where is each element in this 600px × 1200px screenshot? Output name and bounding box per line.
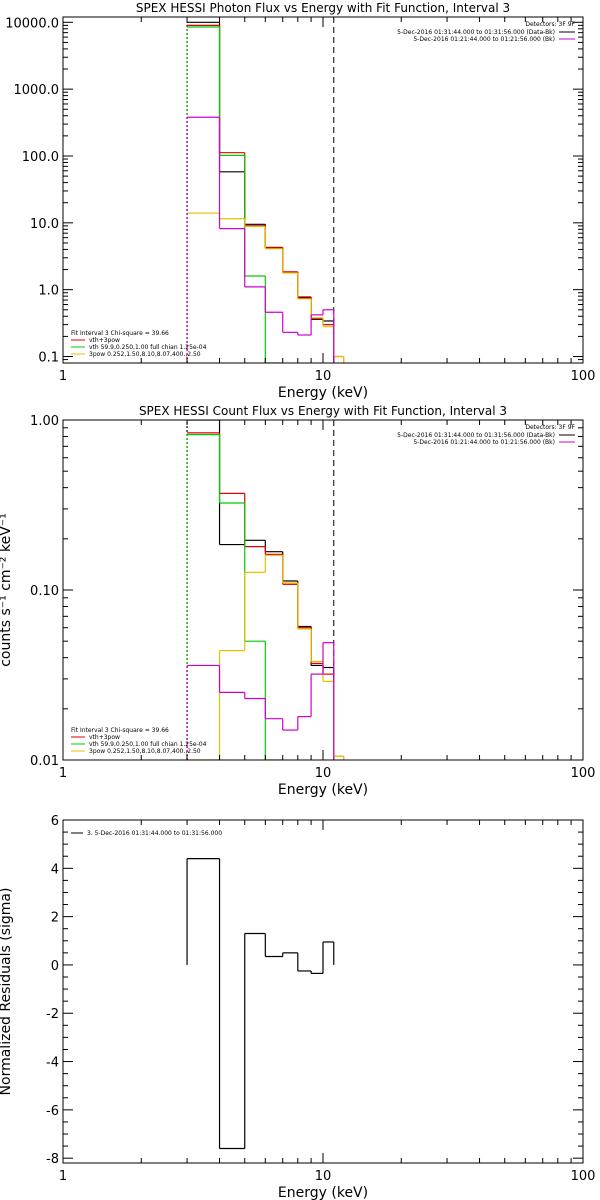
y-axis-label: Normalized Residuals (sigma) [0, 888, 14, 1096]
chart-title: SPEX HESSI Count Flux vs Energy with Fit… [139, 404, 507, 418]
series-5 [186, 642, 335, 760]
y-tick-label: 0.10 [30, 584, 59, 599]
y-axis-label: counts s⁻¹ cm⁻² keV⁻¹ [0, 513, 14, 667]
series-group [186, 21, 345, 363]
y-tick-label: -2 [46, 1007, 59, 1022]
x-tick-label: 100 [571, 1169, 596, 1184]
x-tick-label: 1 [59, 766, 67, 781]
y-tick-label: 4 [51, 862, 59, 877]
x-tick-label: 10 [315, 369, 332, 384]
x-tick-label: 1 [59, 369, 67, 384]
x-axis-label: Energy (keV) [278, 385, 368, 401]
y-tick-label: 0.1 [38, 351, 59, 366]
fit-legend-text: 3pow 0.252,1.50,8.10,8.07,400.,2.50 [89, 748, 201, 755]
series-group [186, 858, 335, 1150]
fit-legend-text: vth+3pow [89, 734, 120, 741]
fit-legend-text: vth+3pow [89, 337, 120, 344]
chart-panel-residuals: 1 10 100 -8 -6 -4 -2 0 2 4 6 Energy (keV) Normalized… [0, 814, 595, 1200]
fit-legend-text: vth 59.9,0.250,1.00 full chian 1.25e-04 [89, 344, 207, 351]
series-5 [186, 116, 335, 363]
residual-legend-text: 3. 5-Dec-2016 01:31:44.000 to 01:31:56.0… [87, 830, 222, 837]
y-tick-label: -4 [46, 1056, 59, 1071]
y-tick-label: 1000.0 [14, 83, 60, 98]
series-1 [186, 21, 335, 363]
y-tick-label: -8 [46, 1152, 59, 1167]
y-tick-label: 2 [51, 911, 59, 926]
detectors-label: Detectors: 3F 9F [525, 21, 575, 28]
time-legend-text: 5-Dec-2016 01:21:44.000 to 01:21:56.000 … [413, 439, 555, 446]
y-tick-label: 10000.0 [5, 16, 59, 31]
x-tick-label: 10 [315, 766, 332, 781]
x-tick-label: 1 [59, 1169, 67, 1184]
plot-frame [62, 419, 584, 761]
y-tick-label: 100.0 [22, 150, 59, 165]
y-tick-label: 1.0 [38, 284, 59, 299]
detectors-label: Detectors: 3F 9F [525, 424, 575, 431]
x-tick-label: 100 [571, 766, 596, 781]
plot-frame [62, 819, 584, 1164]
time-legend-text: 5-Dec-2016 01:31:44.000 to 01:31:56.000 … [397, 29, 555, 36]
fit-legend-title: Fit Interval 3 Chi-square = 39.66 [71, 727, 169, 734]
chart-panel-count: 1 10 100 0.01 0.10 1.00 SPEX HESSI Count Flux … [0, 404, 595, 798]
chart-panel-photon: 1 10 100 0.1 1.0 10.0 100.0 1000.0 10000.0 SPEX H… [5, 1, 595, 401]
y-tick-label: 10.0 [30, 217, 59, 232]
y-tick-label: 6 [51, 814, 59, 829]
y-tick-label: -6 [46, 1104, 59, 1119]
fit-legend-title: Fit Interval 3 Chi-square = 39.66 [71, 330, 169, 337]
time-legend-text: 5-Dec-2016 01:21:44.000 to 01:21:56.000 … [413, 36, 555, 43]
x-tick-label: 10 [315, 1169, 332, 1184]
series-1 [186, 858, 335, 1150]
y-tick-label: 1.00 [30, 414, 59, 429]
y-tick-label: 0.01 [30, 754, 59, 769]
fit-legend-text: vth 59.9,0.250,1.00 full chian 1.25e-04 [89, 741, 207, 748]
chart-title: SPEX HESSI Photon Flux vs Energy with Fi… [136, 1, 510, 15]
series-group [186, 420, 345, 760]
time-legend-text: 5-Dec-2016 01:31:44.000 to 01:31:56.000 … [397, 432, 555, 439]
series-3 [186, 434, 283, 760]
x-axis-label: Energy (keV) [278, 782, 368, 798]
fit-legend-text: 3pow 0.252,1.50,8.10,8.07,400.,2.50 [89, 351, 201, 358]
x-axis-label: Energy (keV) [278, 1185, 368, 1200]
y-tick-label: 0 [51, 959, 59, 974]
series-1 [186, 420, 335, 760]
x-tick-label: 100 [571, 369, 596, 384]
